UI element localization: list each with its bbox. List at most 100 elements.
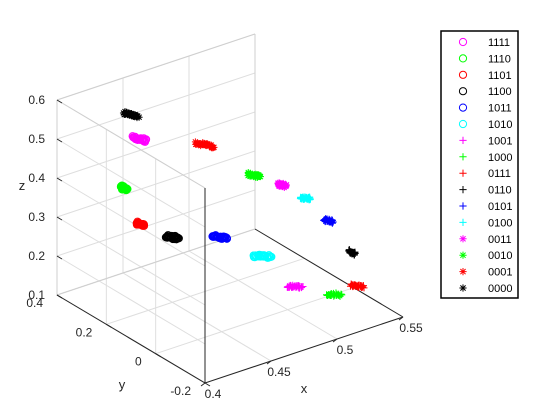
y-tick xyxy=(155,353,161,358)
grid-line xyxy=(188,250,338,340)
legend-label: 1010 xyxy=(488,119,512,131)
tick-labels: 0.40.450.50.55-0.200.20.40.10.20.30.40.5… xyxy=(26,93,423,401)
grid-line xyxy=(56,189,256,257)
z-tick-label: 0.2 xyxy=(28,249,45,263)
x-tick-label: 0.4 xyxy=(205,387,222,401)
marker-plus xyxy=(459,153,467,161)
marker-star xyxy=(210,143,218,151)
marker-star xyxy=(459,268,467,276)
z-tick-label: 0.4 xyxy=(28,171,45,185)
legend-label: 0100 xyxy=(488,217,512,229)
z-tick xyxy=(56,138,63,143)
legend-label: 1111 xyxy=(488,37,510,49)
marker-circle xyxy=(123,185,132,194)
cluster-0011 xyxy=(274,179,290,192)
cluster-1011 xyxy=(208,231,232,243)
z-tick-label: 0.5 xyxy=(28,132,45,146)
cluster-1110 xyxy=(116,181,132,195)
data-points xyxy=(116,108,368,300)
marker-plus xyxy=(360,284,368,292)
legend-label: 1011 xyxy=(488,103,512,115)
z-tick xyxy=(56,294,63,299)
legend-label: 0001 xyxy=(488,267,512,279)
x-axis-label: x xyxy=(301,381,308,396)
marker-circle xyxy=(140,220,149,229)
marker-circle xyxy=(458,103,468,112)
box-edge xyxy=(56,99,206,189)
marker-plus xyxy=(299,283,307,291)
x-tick xyxy=(398,316,404,321)
z-tick xyxy=(56,255,63,260)
cluster-0110 xyxy=(345,246,359,259)
z-axis-label: z xyxy=(19,178,26,193)
cluster-0101 xyxy=(320,215,337,227)
legend-label: 1000 xyxy=(488,152,512,164)
grid-line xyxy=(56,216,206,306)
cluster-1001 xyxy=(283,281,307,292)
marker-plus xyxy=(306,195,314,203)
legend-box xyxy=(440,30,519,299)
box-edge xyxy=(56,33,256,101)
z-tick-label: 0.3 xyxy=(28,210,45,224)
y-tick-label: 0.4 xyxy=(26,296,43,310)
legend-label: 0110 xyxy=(488,185,512,197)
marker-plus xyxy=(351,250,359,258)
x-tick xyxy=(200,382,206,387)
marker-circle xyxy=(458,54,468,63)
marker-star xyxy=(257,173,265,181)
cluster-0000 xyxy=(119,108,143,122)
axes-box xyxy=(56,99,404,387)
legend-label: 0101 xyxy=(488,201,512,213)
z-tick xyxy=(56,99,63,104)
cluster-1010 xyxy=(249,250,276,262)
cluster-0111 xyxy=(346,280,368,292)
marker-circle xyxy=(458,70,468,79)
marker-plus xyxy=(459,186,467,194)
grid-line xyxy=(56,150,256,218)
legend-label: 1110 xyxy=(488,53,511,65)
x-tick xyxy=(332,338,338,343)
y-tick-label: -0.2 xyxy=(170,384,191,398)
x-axis-line xyxy=(204,316,404,384)
marker-circle xyxy=(458,87,468,96)
legend: 1111 1110 1101 1100 1011 1010 1001 1000 0111 0110… xyxy=(440,30,519,299)
y-tick-label: 0 xyxy=(135,355,142,369)
grid-line xyxy=(122,272,272,362)
marker-circle xyxy=(458,119,468,129)
marker-plus xyxy=(297,284,305,292)
z-tick xyxy=(56,216,63,221)
marker-plus xyxy=(459,218,467,226)
cluster-0010 xyxy=(244,168,265,181)
grid-line xyxy=(56,255,206,345)
grid-line xyxy=(56,138,206,228)
grid-line xyxy=(56,177,206,267)
y-axis-line xyxy=(56,294,206,384)
legend-label: 1001 xyxy=(488,135,512,147)
marker-circle xyxy=(142,135,151,144)
cluster-0100 xyxy=(296,193,314,204)
cluster-1101 xyxy=(132,217,149,230)
z-tick-label: 0.6 xyxy=(28,93,45,107)
cluster-1111 xyxy=(128,132,151,146)
grid-line xyxy=(56,72,256,140)
y-axis-line xyxy=(254,228,404,318)
marker-plus xyxy=(459,202,467,210)
legend-label: 1100 xyxy=(488,86,512,98)
marker-plus xyxy=(459,136,467,144)
z-tick xyxy=(56,177,63,182)
legend-label: 0010 xyxy=(488,250,512,262)
legend-label: 0000 xyxy=(488,283,512,295)
x-tick xyxy=(266,360,272,365)
grid-line xyxy=(155,287,354,355)
marker-star xyxy=(135,113,143,121)
y-axis-label: y xyxy=(119,377,126,392)
z-tick-label: 0.1 xyxy=(28,288,45,302)
marker-star xyxy=(282,181,290,189)
y-tick xyxy=(106,323,112,328)
y-tick-label: 0.2 xyxy=(76,325,93,339)
marker-circle xyxy=(267,252,276,261)
marker-star xyxy=(459,284,467,292)
x-tick-label: 0.45 xyxy=(267,365,291,379)
marker-circle xyxy=(458,37,468,47)
